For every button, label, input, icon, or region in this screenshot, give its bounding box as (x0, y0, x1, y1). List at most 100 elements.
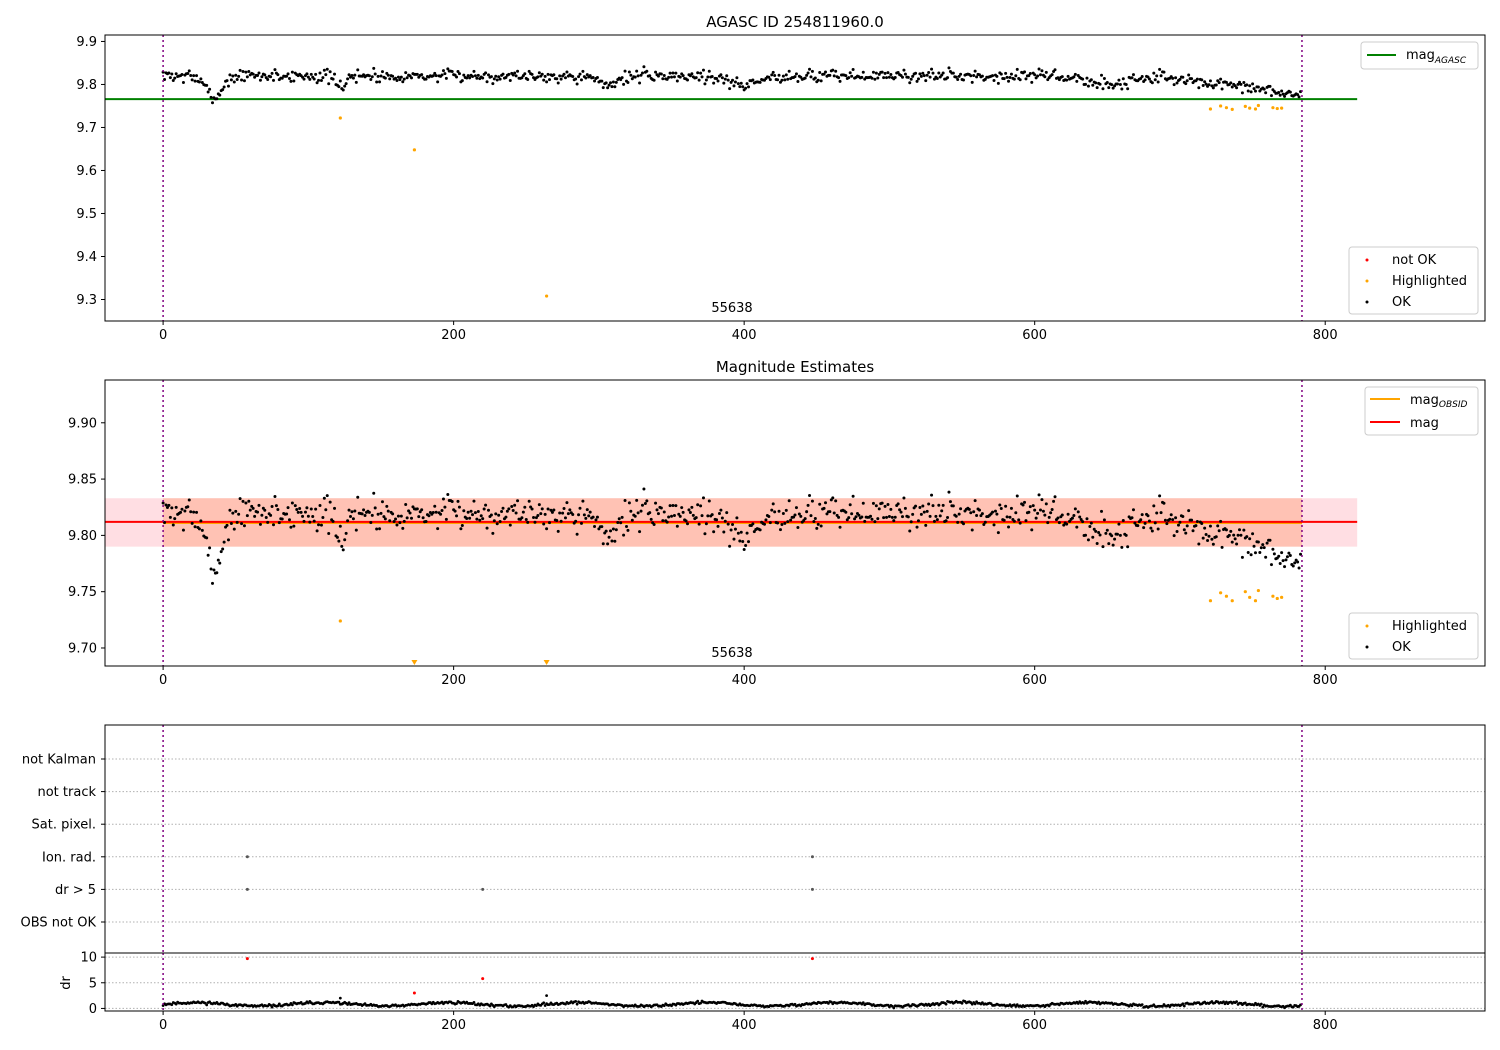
highlighted-point (1248, 595, 1252, 599)
legend2-highlighted-marker (1365, 624, 1369, 628)
ok-point (813, 516, 817, 520)
ok-point (565, 70, 569, 74)
flag-label: not track (37, 785, 96, 800)
agasc-point-legend: not OK Highlighted OK (1348, 246, 1479, 315)
ok-point (671, 71, 675, 75)
ok-point (834, 499, 838, 503)
agasc-ytick-label: 9.7 (76, 121, 97, 136)
ok-point (736, 82, 740, 86)
ok-point (995, 74, 999, 78)
ok-point (559, 519, 563, 523)
ok-point (747, 85, 751, 89)
ok-point (588, 510, 592, 514)
ok-point (935, 518, 939, 522)
ok-point (824, 70, 828, 74)
ok-point (317, 78, 321, 82)
ok-point (516, 69, 520, 73)
ok-point (627, 501, 631, 505)
highlighted-point (1271, 594, 1275, 598)
ok-point (956, 520, 960, 524)
ok-point (417, 515, 421, 519)
ok-point (286, 506, 290, 510)
ok-point (1256, 85, 1260, 89)
ok-point (1229, 81, 1233, 85)
agasc-obsid-label: 55638 (711, 301, 752, 316)
ok-point (1283, 94, 1287, 98)
dr-ok-point (455, 1002, 458, 1005)
ok-point (794, 72, 798, 76)
ok-point (174, 72, 178, 76)
ok-point (1184, 82, 1188, 86)
ok-point (1175, 81, 1179, 85)
ok-point (1162, 501, 1166, 505)
ok-point (1049, 511, 1053, 515)
agasc-xtick-label: 400 (732, 328, 757, 343)
ok-point (1110, 534, 1114, 538)
ok-point (1236, 82, 1240, 86)
ok-point (270, 504, 274, 508)
ok-point (482, 507, 486, 511)
ok-point (1159, 74, 1163, 78)
ok-point (1172, 83, 1176, 87)
ok-point (465, 516, 469, 520)
ok-point (886, 71, 890, 75)
ok-point (1066, 512, 1070, 516)
ok-point (863, 519, 867, 523)
ok-point (640, 503, 644, 507)
ok-point (1181, 515, 1185, 519)
ok-point (545, 80, 549, 84)
magnitude-obsid-label: 55638 (711, 646, 752, 661)
dr-ok-point (270, 1005, 274, 1009)
ok-point (665, 520, 669, 524)
ok-point (1046, 521, 1050, 525)
highlighted-point (1243, 104, 1247, 108)
ok-point (870, 76, 874, 80)
ok-point (287, 76, 291, 80)
ok-point (704, 522, 708, 526)
ok-point (805, 510, 809, 514)
ok-point (909, 77, 913, 81)
dr-panel: 0 200 400 600 800 0 5 10 dr (59, 951, 1485, 1033)
ok-point (181, 80, 185, 84)
ok-point (983, 520, 987, 524)
ok-point (794, 506, 798, 510)
ok-point (900, 515, 904, 519)
ok-point (806, 71, 810, 75)
ok-point (1245, 83, 1249, 87)
ok-point (552, 73, 556, 77)
ok-point (232, 527, 236, 531)
ok-point (348, 514, 352, 518)
ok-point (1104, 531, 1108, 535)
ok-point (190, 78, 194, 82)
ok-point (209, 95, 213, 99)
ok-point (327, 531, 331, 535)
ok-point (456, 69, 460, 73)
ok-point (1217, 81, 1221, 85)
ok-point (1296, 93, 1300, 97)
ok-point (218, 561, 222, 565)
legend-not-ok-label: not OK (1392, 253, 1437, 268)
ok-point (1107, 86, 1111, 90)
ok-point (1065, 522, 1069, 526)
ok-point (848, 71, 852, 75)
ok-point (388, 519, 392, 523)
ok-point (591, 515, 595, 519)
ok-point (174, 505, 178, 509)
ok-point (1287, 551, 1291, 555)
ok-point (186, 505, 190, 509)
dr-ok-point (662, 1004, 666, 1008)
ok-point (1251, 82, 1255, 86)
ok-point (810, 69, 814, 73)
ok-point (726, 78, 730, 82)
ok-point (173, 517, 177, 521)
ok-point (171, 523, 175, 527)
ok-point (556, 529, 560, 533)
ok-point (1253, 89, 1257, 93)
ok-point (726, 522, 730, 526)
ok-point (578, 72, 582, 76)
highlighted-point (1256, 588, 1260, 593)
ok-point (309, 72, 313, 76)
ok-point (1100, 73, 1104, 77)
ok-point (285, 512, 289, 516)
ok-point (869, 514, 873, 518)
